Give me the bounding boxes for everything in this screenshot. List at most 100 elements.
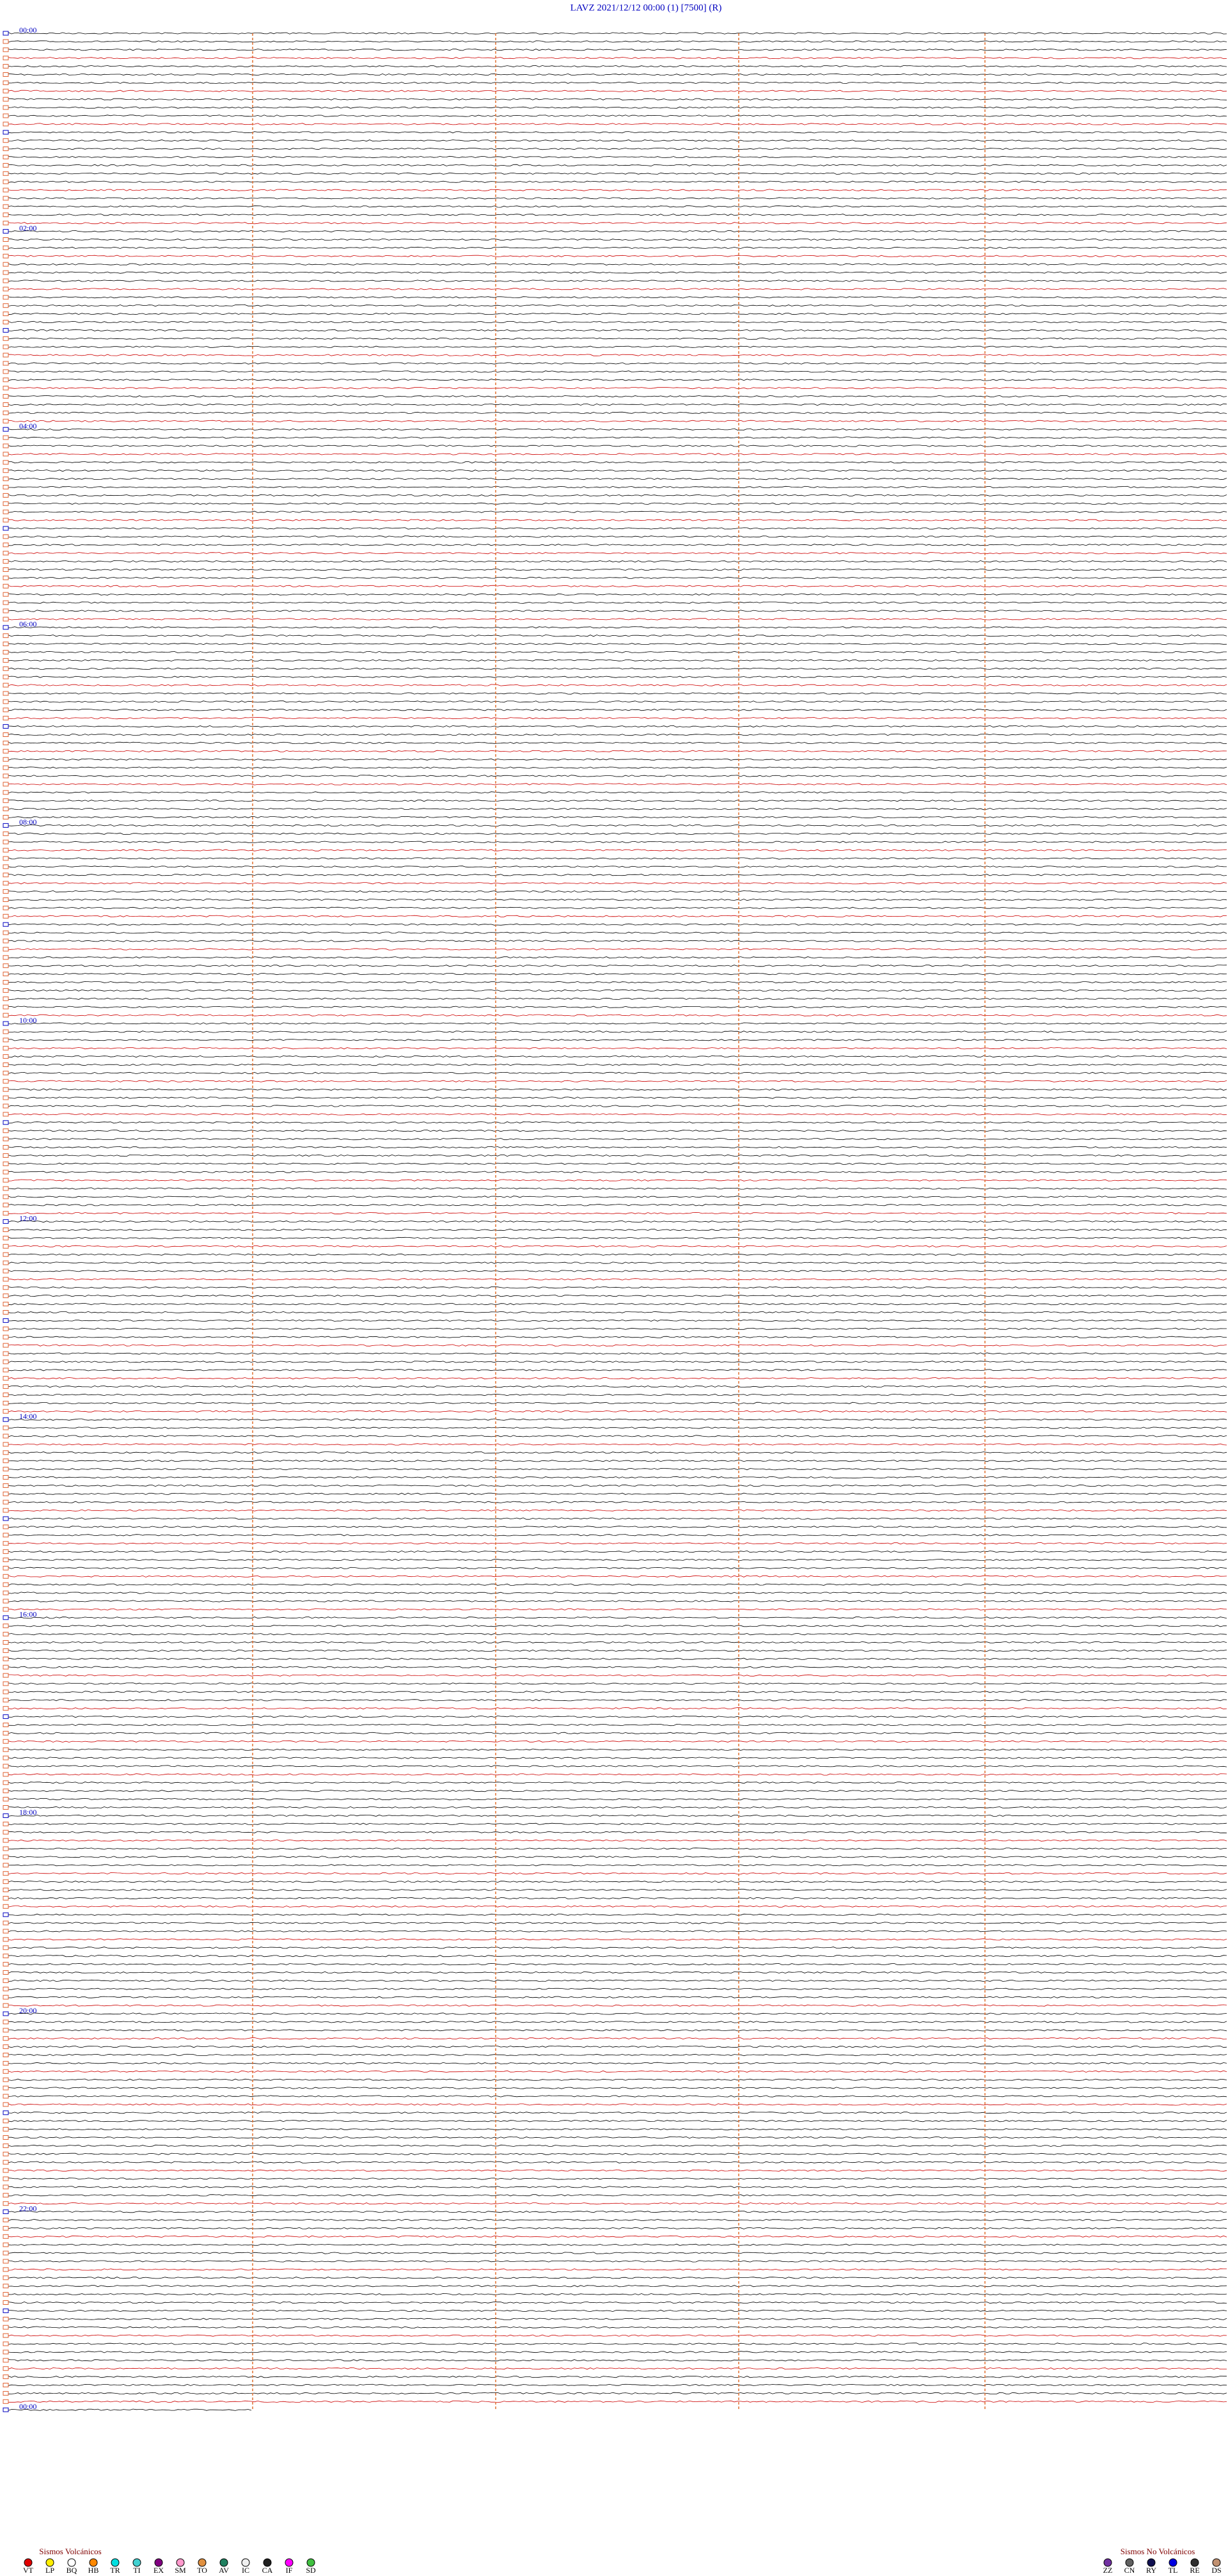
trace — [8, 800, 1227, 802]
trace — [8, 205, 1227, 208]
trace-marker — [3, 1326, 9, 1331]
trace — [8, 90, 1227, 92]
trace — [8, 2375, 1227, 2378]
trace — [8, 2144, 1227, 2147]
trace-marker — [3, 212, 9, 217]
trace — [8, 2367, 1227, 2370]
trace-marker — [3, 1376, 9, 1381]
trace — [8, 2037, 1227, 2040]
trace-marker — [3, 1673, 9, 1678]
trace-marker — [3, 460, 9, 465]
trace-marker — [3, 2308, 9, 2313]
trace-marker — [3, 1978, 9, 1983]
trace — [8, 849, 1227, 851]
trace — [8, 320, 1227, 324]
trace — [8, 189, 1227, 191]
legend-code: SD — [306, 2566, 316, 2575]
trace-marker — [3, 1112, 9, 1117]
legend-dot — [24, 2558, 33, 2567]
trace — [8, 1146, 1227, 1149]
legend-dot — [1103, 2558, 1112, 2567]
trace-marker — [3, 155, 9, 159]
trace — [8, 73, 1227, 76]
trace-marker — [3, 2259, 9, 2264]
trace — [8, 2045, 1227, 2048]
trace-marker — [3, 468, 9, 473]
trace-marker — [3, 905, 9, 910]
trace — [8, 1270, 1227, 1272]
trace-marker — [3, 1764, 9, 1769]
trace — [8, 989, 1227, 992]
trace — [8, 2351, 1227, 2353]
trace — [8, 2004, 1227, 2007]
trace — [8, 1872, 1227, 1875]
trace-marker — [3, 815, 9, 819]
trace-marker — [3, 2028, 9, 2033]
trace-marker — [3, 1590, 9, 1595]
trace-marker — [3, 1450, 9, 1455]
trace-marker — [3, 2143, 9, 2148]
trace — [8, 635, 1227, 637]
trace — [8, 2218, 1227, 2222]
trace — [8, 2285, 1227, 2288]
trace — [8, 280, 1227, 282]
trace — [8, 329, 1227, 332]
trace-marker — [3, 229, 9, 234]
legend-code: AV — [219, 2566, 229, 2575]
hour-label: 04:00 — [19, 422, 36, 431]
trace-marker — [3, 1912, 9, 1917]
trace — [8, 766, 1227, 769]
trace — [8, 1856, 1227, 1858]
trace-marker — [3, 1087, 9, 1092]
trace-marker — [3, 2316, 9, 2321]
trace — [8, 1542, 1227, 1545]
trace — [8, 395, 1227, 398]
trace — [8, 1385, 1227, 1388]
trace-marker — [3, 1285, 9, 1290]
hour-label: 14:00 — [19, 1412, 36, 1421]
trace — [8, 700, 1227, 703]
trace-marker — [3, 1252, 9, 1257]
trace-marker — [3, 2185, 9, 2190]
trace — [8, 387, 1227, 390]
trace — [8, 1196, 1227, 1198]
trace — [8, 923, 1227, 926]
trace — [8, 1121, 1227, 1124]
trace-marker — [3, 1863, 9, 1868]
trace — [8, 1022, 1227, 1025]
trace-marker — [3, 1145, 9, 1150]
trace-marker — [3, 2358, 9, 2363]
trace — [8, 1113, 1227, 1116]
trace — [8, 1179, 1227, 1181]
trace-marker — [3, 509, 9, 514]
trace-marker — [3, 2085, 9, 2090]
trace-marker — [3, 575, 9, 580]
trace — [8, 1567, 1227, 1570]
trace-marker — [3, 658, 9, 663]
trace-marker — [3, 1475, 9, 1480]
trace-marker — [3, 361, 9, 366]
trace-marker — [3, 1920, 9, 1925]
trace-marker — [3, 1813, 9, 1818]
legend-dot — [306, 2558, 315, 2567]
trace-marker — [3, 897, 9, 902]
trace-marker — [3, 2375, 9, 2380]
trace — [8, 2087, 1227, 2089]
trace — [8, 147, 1227, 150]
trace — [8, 981, 1227, 984]
trace — [8, 1806, 1227, 1809]
trace-marker — [3, 617, 9, 622]
trace-marker — [3, 2011, 9, 2016]
trace — [8, 288, 1227, 290]
legend-dot — [176, 2558, 185, 2567]
trace — [8, 2153, 1227, 2155]
trace-marker — [3, 1038, 9, 1043]
trace — [8, 890, 1227, 893]
trace — [8, 2408, 252, 2411]
trace-marker — [3, 790, 9, 795]
trace-marker — [3, 1434, 9, 1439]
trace — [8, 1295, 1227, 1297]
trace — [8, 948, 1227, 951]
legend-dot — [1169, 2558, 1177, 2567]
trace-marker — [3, 2110, 9, 2115]
